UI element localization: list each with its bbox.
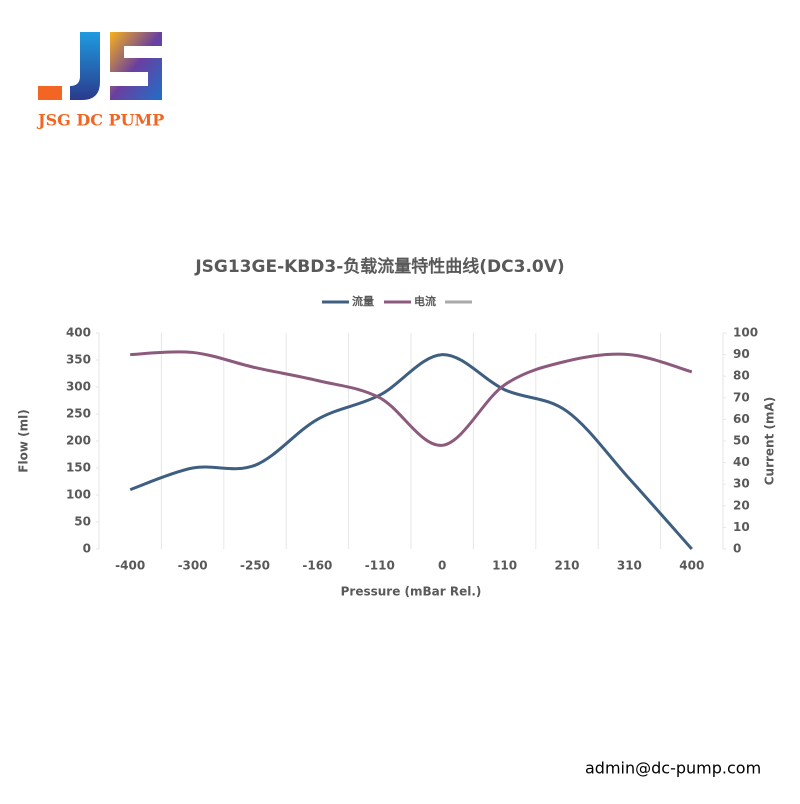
y2-tick-label: 10 — [733, 520, 750, 534]
y-tick-label: 100 — [66, 488, 91, 502]
y-axis-label: Flow (ml) — [17, 409, 31, 472]
y2-tick-label: 80 — [733, 369, 750, 383]
x-tick-label: 210 — [554, 559, 579, 573]
legend-label: 流量 — [352, 294, 374, 308]
y-tick-label: 400 — [66, 326, 91, 340]
y-tick-label: 200 — [66, 434, 91, 448]
logo-text: JSG DC PUMP — [36, 111, 164, 130]
logo-mark — [38, 32, 162, 100]
y2-tick-label: 40 — [733, 455, 750, 469]
x-tick-label: 110 — [492, 559, 517, 573]
y2-tick-label: 50 — [733, 434, 750, 448]
x-tick-label: -400 — [115, 559, 145, 573]
x-tick-label: 310 — [617, 559, 642, 573]
y-tick-label: 50 — [74, 515, 91, 529]
y-tick-label: 350 — [66, 353, 91, 367]
y2-tick-label: 20 — [733, 498, 750, 512]
x-tick-label: -160 — [302, 559, 332, 573]
y2-tick-label: 30 — [733, 477, 750, 491]
y2-tick-label: 60 — [733, 412, 750, 426]
series-line — [130, 350, 693, 447]
y2-tick-label: 70 — [733, 390, 750, 404]
series-line — [129, 353, 693, 550]
footer-email: admin@dc-pump.com — [585, 759, 761, 778]
y-tick-label: 300 — [66, 380, 91, 394]
y2-axis-label: Current (mA) — [763, 397, 777, 486]
legend-label: 电流 — [414, 294, 436, 308]
y2-tick-label: 100 — [733, 326, 758, 340]
y2-tick-label: 0 — [733, 542, 741, 556]
y-tick-label: 250 — [66, 407, 91, 421]
x-tick-label: -300 — [178, 559, 208, 573]
x-tick-label: -250 — [240, 559, 270, 573]
x-tick-label: 0 — [438, 559, 446, 573]
x-tick-label: 400 — [679, 559, 704, 573]
y2-tick-label: 90 — [733, 347, 750, 361]
y-tick-label: 150 — [66, 461, 91, 475]
x-tick-label: -110 — [365, 559, 395, 573]
chart-title: JSG13GE-KBD3-负载流量特性曲线(DC3.0V) — [194, 256, 564, 277]
y-tick-label: 0 — [83, 542, 91, 556]
x-axis-label: Pressure (mBar Rel.) — [341, 585, 482, 599]
